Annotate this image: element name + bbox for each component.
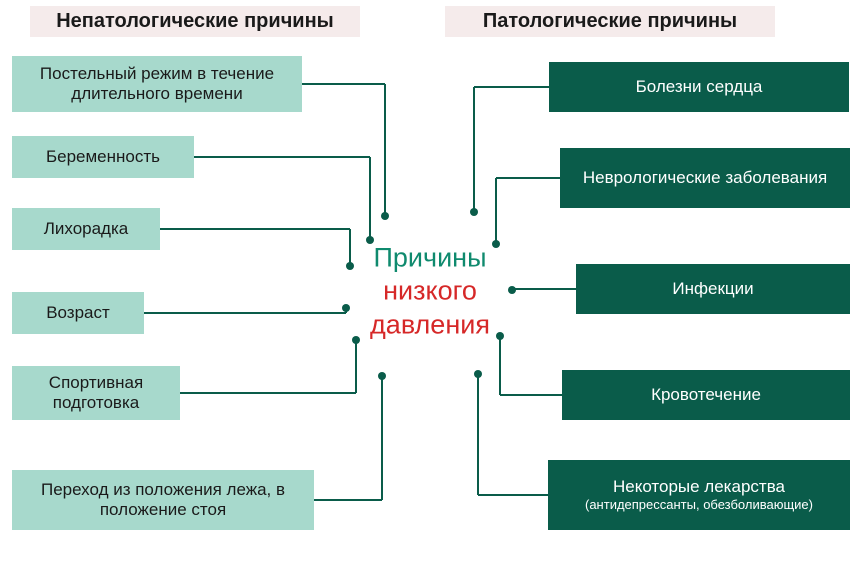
right-box-2: Инфекции: [576, 264, 850, 314]
left-box-3: Возраст: [12, 292, 144, 334]
right-box-3: Кровотечение: [562, 370, 850, 420]
right-box-4: Некоторые лекарства(антидепрессанты, обе…: [548, 460, 850, 530]
center-line2: низкого: [370, 275, 490, 309]
center-title: Причины низкого давления: [370, 241, 490, 342]
left-box-2: Лихорадка: [12, 208, 160, 250]
center-line1: Причины: [370, 241, 490, 275]
right-box-0: Болезни сердца: [549, 62, 849, 112]
right-box-1: Неврологические заболевания: [560, 148, 850, 208]
left-box-0: Постельный режим в течение длительного в…: [12, 56, 302, 112]
left-box-4: Спортивная подготовка: [12, 366, 180, 420]
header-nonpathological: Непатологические причины: [30, 6, 360, 37]
header-pathological: Патологические причины: [445, 6, 775, 37]
left-box-1: Беременность: [12, 136, 194, 178]
center-line3: давления: [370, 308, 490, 342]
left-box-5: Переход из положения лежа, в положение с…: [12, 470, 314, 530]
